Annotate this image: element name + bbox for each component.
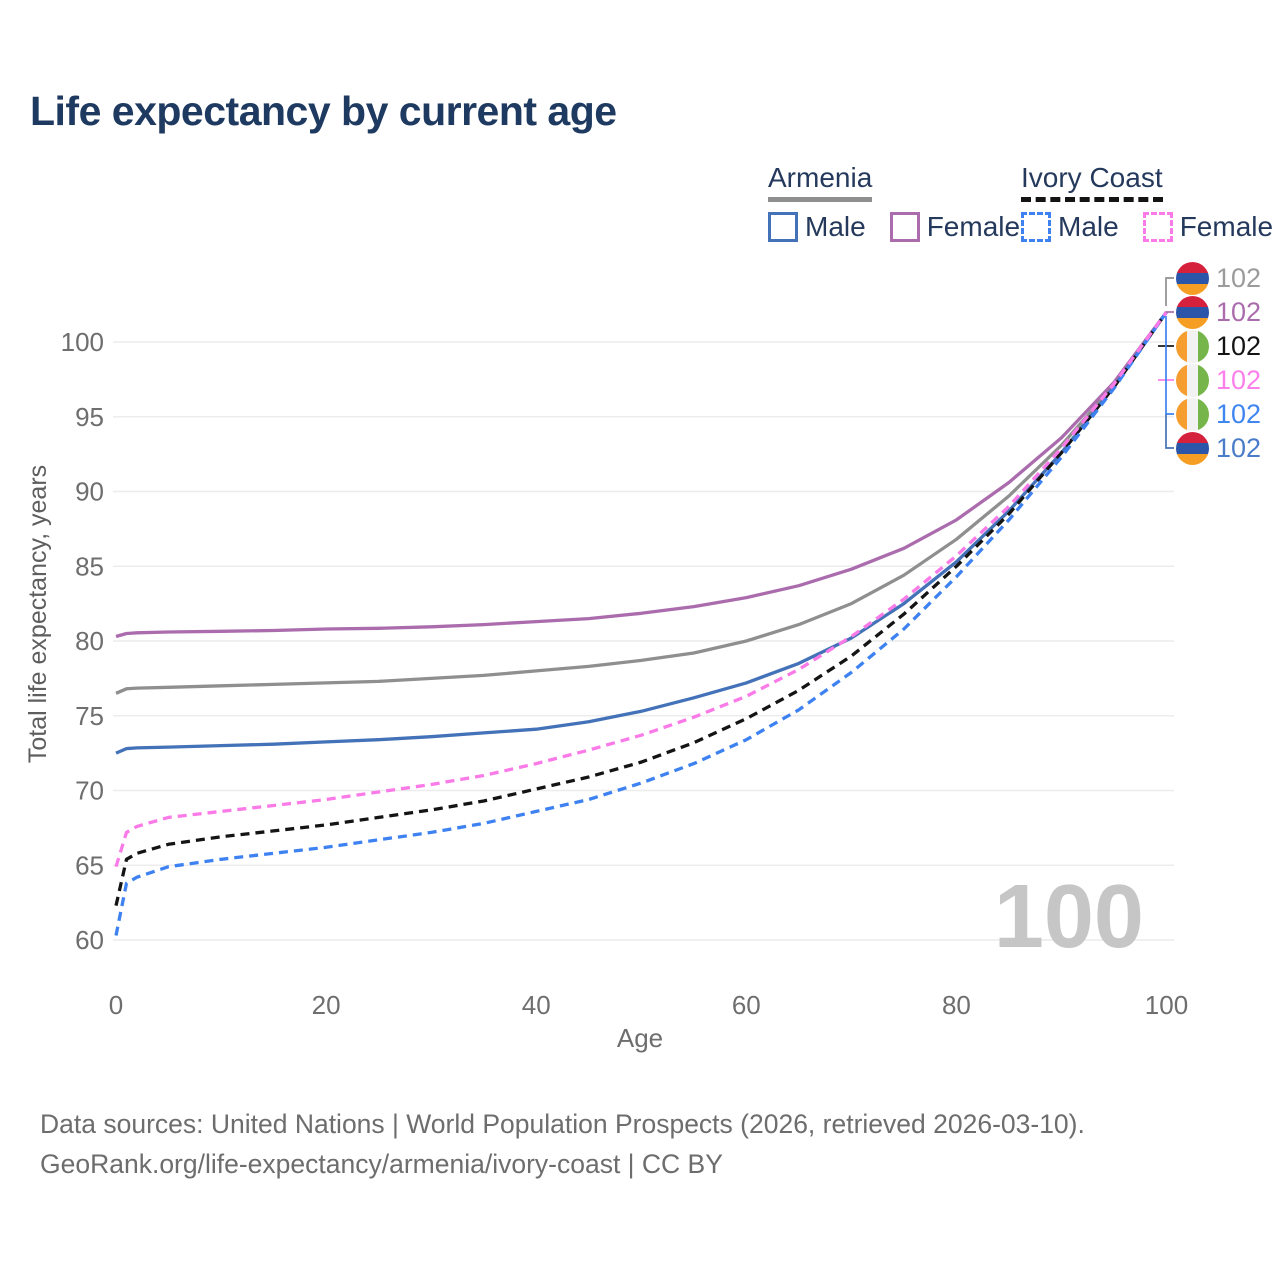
legend-group-title: Ivory Coast [1021,162,1163,193]
legend-group-ivory-coast-header: Ivory Coast [1021,162,1163,202]
legend-group-title: Armenia [768,162,873,193]
age-watermark: 100 [993,867,1144,967]
end-label-armenia-male: 102 [1176,431,1261,465]
end-label-armenia-female: 102 [1176,295,1261,329]
series-line-ivory-coast-female[interactable] [114,311,1168,868]
leader-line-armenia-male [1165,414,1174,449]
end-label-value: 102 [1216,364,1262,395]
series-line-armenia-male[interactable] [115,311,1168,755]
end-label-value: 102 [1216,398,1262,429]
footer-line-2: GeoRank.org/life-expectancy/armenia/ivor… [40,1149,723,1179]
legend-group-armenia-header: Armenia [768,162,873,202]
x-axis-title: Age [617,1023,663,1053]
end-label-armenia-both: 102 [1176,261,1261,295]
x-tick-label: 40 [522,990,551,1020]
y-tick-label: 60 [75,925,104,955]
footer-line-1: Data sources: United Nations | World Pop… [40,1109,1085,1139]
legend-swatch-armenia-female [889,212,920,242]
legend-group-ivory-coast: Ivory Coast Male Female [1021,162,1280,243]
legend-swatch-ivory-coast-female [1142,212,1173,242]
y-tick-label: 90 [75,477,104,507]
legend-row: Male Female [1021,211,1280,243]
x-tick-label: 80 [942,990,971,1020]
leader-line-armenia-both [1165,277,1174,306]
legend-item-label: Female [1179,211,1274,242]
series-line-armenia-both[interactable] [115,311,1168,695]
legend-swatch-ivory-coast-male [1021,212,1051,242]
armenia-flag-icon [1176,295,1209,329]
ivory-coast-flag-icon [1176,329,1209,363]
end-label-value: 102 [1216,262,1262,293]
y-tick-label: 80 [75,626,104,656]
page-title: Life expectancy by current age [30,88,617,134]
end-label-value: 102 [1216,330,1262,361]
legend-row: Male Female [768,211,1044,243]
legend-underline-dashed [1021,197,1163,202]
series-line-ivory-coast-both[interactable] [114,311,1168,906]
end-label-ivory-coast-female: 102 [1176,363,1261,397]
armenia-flag-icon [1176,261,1209,295]
end-label-ivory-coast-both: 102 [1176,329,1261,363]
y-tick-label: 95 [75,402,104,432]
legend-underline-solid [768,197,873,202]
legend-group-armenia: Armenia Male Female [768,162,1044,243]
y-tick-label: 65 [75,850,104,880]
legend-item-ivory-coast-male[interactable]: Male [1021,211,1119,243]
ivory-coast-flag-icon [1176,397,1209,431]
data-source-footer: Data sources: United Nations | World Pop… [40,1104,1085,1184]
x-tick-label: 0 [109,990,123,1020]
x-tick-label: 20 [312,990,341,1020]
y-axis-title: Total life expectancy, years [24,465,52,763]
legend-item-label: Female [926,211,1021,242]
legend-item-label: Male [805,211,866,242]
x-tick-label: 60 [732,990,761,1020]
y-tick-label: 85 [75,551,104,581]
legend-item-armenia-male[interactable]: Male [768,211,866,243]
series-line-armenia-female[interactable] [115,311,1168,639]
end-label-value: 102 [1216,296,1262,327]
leader-line-ivory-coast-male [1165,316,1174,415]
legend-item-ivory-coast-female[interactable]: Female [1142,211,1274,243]
end-label-ivory-coast-male: 102 [1176,397,1261,431]
legend-item-label: Male [1058,211,1119,242]
end-label-value: 102 [1216,432,1262,463]
y-tick-label: 70 [75,776,104,806]
armenia-flag-icon [1176,431,1209,465]
legend-item-armenia-female[interactable]: Female [889,211,1021,243]
x-tick-label: 100 [1145,990,1188,1020]
series-line-ivory-coast-male[interactable] [114,311,1168,936]
y-tick-label: 75 [75,701,104,731]
y-tick-label: 100 [61,327,104,357]
ivory-coast-flag-icon [1176,363,1209,397]
legend-swatch-armenia-male [768,212,798,242]
